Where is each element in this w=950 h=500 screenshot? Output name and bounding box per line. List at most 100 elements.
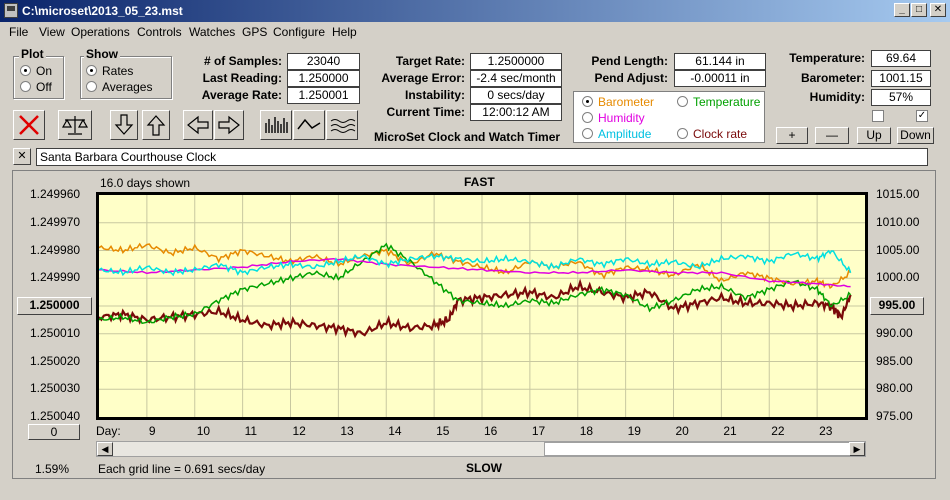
right-axis-tick: 1000.00 [876,270,920,285]
radio-temperature-dot [677,96,688,107]
series-barometer-label: Barometer [598,95,655,109]
x-axis-tick: 17 [531,424,546,438]
x-axis-tick: 19 [627,424,641,438]
menu-controls[interactable]: Controls [137,25,182,39]
show-averages-label: Averages [102,80,153,94]
up-button[interactable]: Up [857,127,891,144]
scroll-thumb[interactable] [544,442,850,456]
line-button[interactable] [293,110,325,140]
right-axis-tick: 990.00 [876,325,913,340]
checkbox-left[interactable] [872,110,884,122]
left-arrow-button[interactable] [183,110,213,140]
x-axis-tick: 18 [579,424,594,438]
show-group [80,56,172,99]
x-axis-tick: 21 [723,424,737,438]
target-rate-label: Target Rate: [395,54,465,68]
clock-name-input[interactable]: Santa Barbara Courthouse Clock [36,148,928,166]
plot-off-radio[interactable]: Off [20,80,52,94]
scroll-right-arrow[interactable]: ▶ [849,442,865,456]
clear-name-button[interactable]: ✕ [13,148,31,165]
series-barometer-radio[interactable]: Barometer [582,95,654,109]
time-scrollbar[interactable]: ◀ ▶ [96,441,866,457]
histogram-button[interactable] [260,110,292,140]
pend-length-label: Pend Length: [591,54,668,68]
center-rate-button[interactable]: 1.250000 [17,297,92,315]
stop-button[interactable] [13,110,45,140]
arrow-left-icon [187,115,209,135]
series-line-humidity [98,257,851,288]
series-humidity-radio[interactable]: Humidity [582,111,645,125]
right-axis-tick: 980.00 [876,381,913,396]
radio-averages-dot [86,81,97,92]
plot-on-label: On [36,64,53,78]
radio-amplitude-dot [582,128,593,139]
balance-button[interactable] [58,110,92,140]
left-axis-tick: 1.249990 [30,270,81,285]
wave-button[interactable] [326,110,358,140]
window-title: C:\microset\2013_05_23.mst [22,4,183,18]
x-axis-tick: 11 [244,424,258,438]
barometer-label: Barometer: [800,71,865,85]
minimize-button[interactable]: _ [894,3,910,17]
title-bar[interactable]: C:\microset\2013_05_23.mst _ □ ✕ [0,0,950,22]
x-axis-tick: 15 [436,424,450,438]
center-baro-button[interactable]: 995.00 [870,297,924,315]
x-axis-tick: 23 [819,424,833,438]
series-line-clock-rate [98,278,852,339]
current-time-value: 12:00:12 AM [470,104,562,121]
radio-humidity-dot [582,112,593,123]
right-axis-tick: 975.00 [876,409,913,423]
radio-barometer-dot [582,96,593,107]
humidity-label: Humidity: [809,90,865,104]
right-arrow-button[interactable] [214,110,244,140]
app-icon[interactable] [4,3,18,18]
series-humidity-label: Humidity [598,111,645,125]
temperature-value: 69.64 [871,50,931,67]
grid-note: Each grid line = 0.691 secs/day [98,462,266,476]
temperature-label: Temperature: [789,51,865,65]
red-x-icon [19,115,39,135]
series-clock-rate-radio[interactable]: Clock rate [677,127,747,141]
down-button[interactable]: Down [897,127,934,144]
checkbox-right[interactable]: ✓ [916,110,928,122]
instability-value: 0 secs/day [470,87,562,104]
menu-view[interactable]: View [39,25,65,39]
last-reading-value: 1.250000 [287,70,360,87]
menu-help[interactable]: Help [332,25,357,39]
show-group-label: Show [84,47,120,61]
menu-operations[interactable]: Operations [71,25,130,39]
target-rate-value[interactable]: 1.2500000 [470,53,562,70]
up-arrow-button[interactable] [142,110,170,140]
down-arrow-button[interactable] [110,110,138,140]
plot-group-label: Plot [19,47,46,61]
offset-button[interactable]: 0 [28,424,80,440]
percent-value: 1.59% [35,462,70,476]
show-averages-radio[interactable]: Averages [86,80,152,94]
x-axis-tick: 16 [484,424,498,438]
radio-off-dot [20,81,31,92]
arrow-down-icon [114,114,134,135]
menu-gps[interactable]: GPS [242,25,268,39]
menu-file[interactable]: File [9,25,29,39]
plus-button[interactable]: + [776,127,808,144]
left-axis-tick: 1.249980 [30,242,81,257]
histogram-icon [265,117,288,133]
series-amplitude-radio[interactable]: Amplitude [582,127,651,141]
close-button[interactable]: ✕ [930,3,946,17]
x-axis-tick: 12 [292,424,306,438]
pend-length-value[interactable]: 61.144 in [674,53,766,70]
menu-configure[interactable]: Configure [273,25,326,39]
left-axis-tick: 1.250040 [30,409,81,423]
minus-button[interactable]: — [815,127,849,144]
scroll-left-arrow[interactable]: ◀ [97,442,113,456]
series-select-box [573,91,765,143]
series-line-temperature [98,242,852,325]
menu-watches[interactable]: Watches [189,25,236,39]
left-axis-tick: 1.250020 [30,353,81,368]
plot-on-radio[interactable]: On [20,64,52,78]
series-temperature-radio[interactable]: Temperature [677,95,760,109]
show-rates-radio[interactable]: Rates [86,64,133,78]
average-error-value: -2.4 sec/month [470,70,562,87]
x-axis-tick: 22 [771,424,785,438]
maximize-button[interactable]: □ [911,3,927,17]
